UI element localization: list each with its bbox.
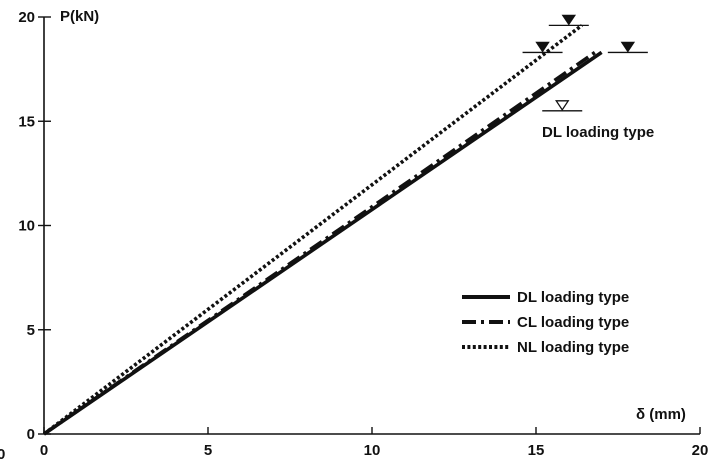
legend-label-3: NL loading type	[517, 339, 629, 356]
filled-triangle-marker-2	[535, 41, 550, 53]
open-triangle-marker-4	[555, 100, 570, 111]
x-tick-label: 10	[364, 442, 381, 459]
y-tick-label: 10	[18, 218, 35, 235]
origin-extra-label: 0	[0, 446, 5, 463]
y-tick-label: 20	[18, 9, 35, 26]
axes	[43, 17, 700, 435]
annotation-label: DL loading type	[542, 124, 654, 141]
failure-markers	[522, 14, 648, 112]
legend: DL loading type CL loading type NL loading…	[462, 289, 629, 356]
series-line-2	[42, 50, 597, 436]
x-axis-title: δ (mm)	[636, 406, 686, 423]
y-axis-title: P(kN)	[60, 8, 99, 25]
y-tick-label: 0	[27, 426, 35, 443]
legend-label-1: DL loading type	[517, 289, 629, 306]
series-line-3	[42, 23, 583, 436]
axis-ticks: 0 5 10 15 20 0 5 10 15 20	[18, 9, 708, 459]
y-tick-label: 15	[18, 113, 35, 130]
series-lines	[42, 23, 603, 436]
x-tick-label: 15	[528, 442, 545, 459]
filled-triangle-marker-1	[561, 14, 577, 26]
legend-label-2: CL loading type	[517, 314, 629, 331]
x-tick-label: 0	[40, 442, 48, 459]
filled-triangle-marker-3	[620, 41, 636, 53]
y-tick-label: 5	[27, 322, 35, 339]
x-tick-label: 20	[692, 442, 709, 459]
x-tick-label: 5	[204, 442, 212, 459]
